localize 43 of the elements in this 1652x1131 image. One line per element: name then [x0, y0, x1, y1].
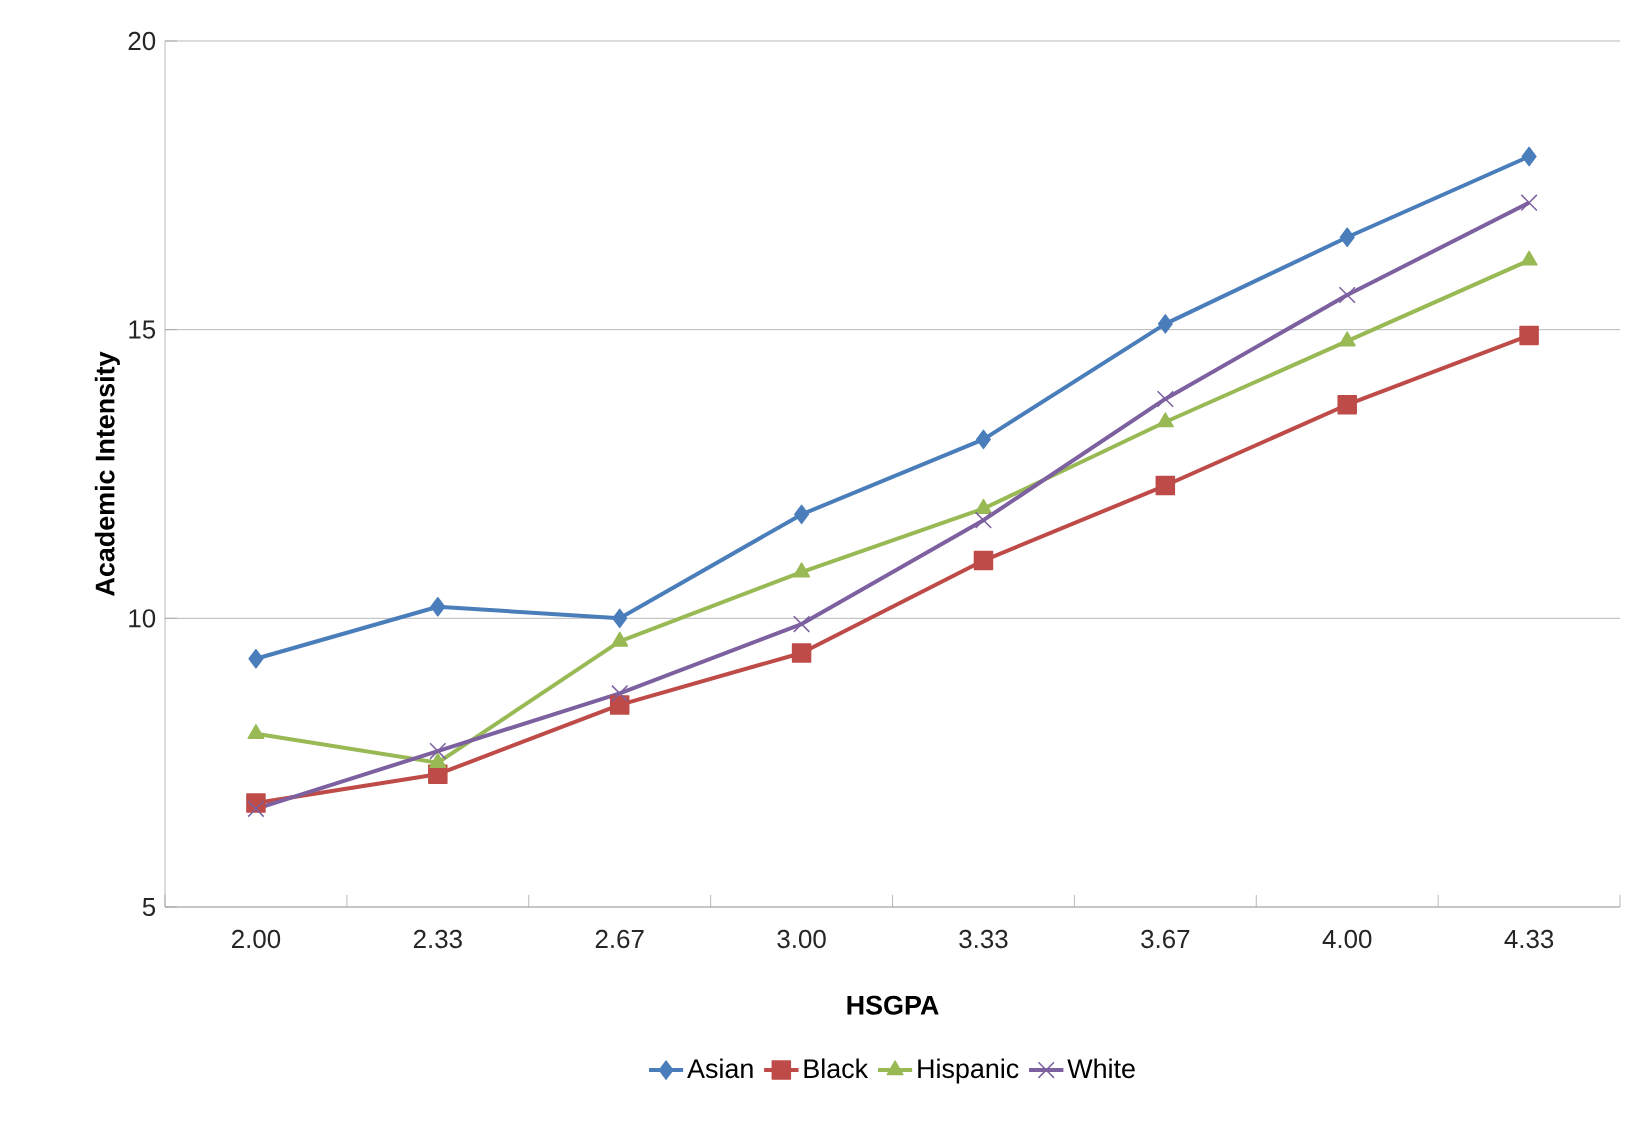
- point: [1337, 394, 1357, 415]
- point: [247, 724, 265, 740]
- point: [612, 608, 628, 629]
- y-axis-title: Academic Intensity: [94, 351, 120, 596]
- x-tick-label: 4.33: [1504, 929, 1554, 949]
- point: [793, 562, 811, 578]
- point: [429, 742, 447, 760]
- y-tick-label: 5: [142, 897, 156, 917]
- point: [1521, 146, 1537, 167]
- point: [1156, 412, 1174, 428]
- point: [974, 511, 992, 529]
- legend-label: White: [1067, 1058, 1135, 1079]
- point: [794, 504, 810, 525]
- x-axis-title: HSGPA: [847, 995, 939, 1015]
- point: [973, 550, 994, 571]
- point: [793, 615, 811, 633]
- legend-label: Black: [804, 1058, 869, 1079]
- x-tick-label: 4.00: [1322, 929, 1372, 949]
- point: [1520, 194, 1538, 212]
- y-tick-label: 10: [129, 609, 156, 628]
- legend-label: Asian: [687, 1058, 753, 1079]
- legend-label: Hispanic: [918, 1058, 1019, 1084]
- point: [247, 800, 265, 818]
- point: [611, 684, 629, 702]
- x-tick-label: 2.67: [595, 929, 644, 949]
- x-tick-label: 3.33: [959, 929, 1008, 949]
- point: [791, 643, 812, 663]
- x-tick-label: 3.67: [1141, 929, 1190, 949]
- point: [1157, 314, 1173, 334]
- point: [1156, 390, 1174, 408]
- point: [430, 597, 446, 617]
- y-tick-label: 20: [128, 31, 156, 51]
- point: [975, 429, 991, 450]
- y-tick-label: 15: [129, 320, 156, 339]
- point: [1338, 286, 1356, 304]
- point: [248, 648, 264, 669]
- point: [1155, 475, 1176, 496]
- x-tick-label: 3.00: [777, 929, 826, 949]
- point: [1339, 227, 1355, 248]
- x-tick-label: 2.33: [413, 929, 462, 949]
- point: [609, 695, 630, 715]
- x-tick-label: 2.00: [232, 929, 281, 949]
- point: [1519, 325, 1539, 346]
